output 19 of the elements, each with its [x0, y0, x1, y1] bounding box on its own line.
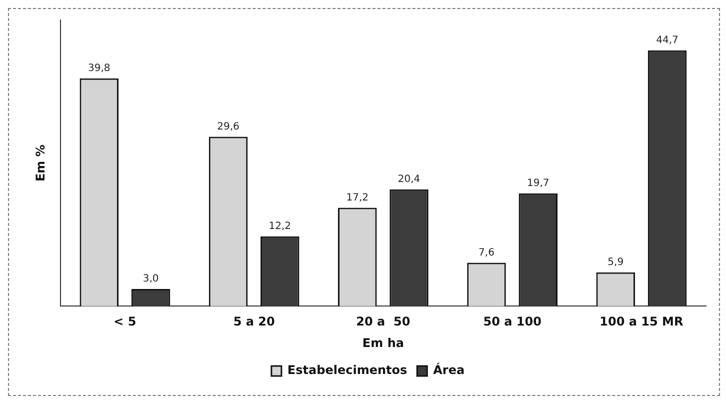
data-label: 5,9 [608, 257, 624, 268]
x-tick-label: 20 a 50 [356, 314, 410, 329]
x-tick-label: 50 a 100 [483, 314, 542, 329]
data-label: 29,6 [217, 121, 240, 132]
x-axis-title: Em ha [362, 336, 404, 350]
data-label: 20,4 [398, 174, 420, 186]
data-label: 39,8 [88, 62, 110, 74]
data-label: 19,7 [527, 178, 550, 190]
x-tick-label: 100 a 15 MR [600, 314, 684, 329]
data-label: 3,0 [142, 274, 159, 285]
data-label: 7,6 [478, 247, 494, 258]
data-label: 12,2 [268, 220, 292, 232]
x-tick-label: 5 a 20 [233, 314, 275, 329]
data-label: 44,7 [656, 34, 678, 46]
y-axis-title: Em % [33, 144, 48, 182]
legend-label: Área [433, 362, 465, 378]
data-label: 17,2 [346, 192, 369, 204]
legend-label: Estabelecimentos [287, 363, 408, 378]
x-tick-label: < 5 [114, 314, 136, 329]
